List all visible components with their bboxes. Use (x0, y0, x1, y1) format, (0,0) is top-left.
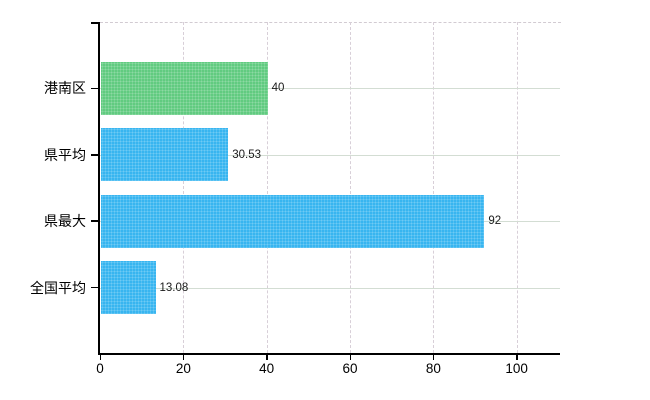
y-axis-tick (91, 154, 99, 156)
bar-全国平均 (101, 261, 156, 315)
y-axis-tick (91, 220, 99, 222)
x-gridline (433, 22, 435, 353)
y-axis-tick (91, 87, 99, 90)
category-gridline (100, 88, 560, 90)
x-tick-label: 20 (175, 361, 191, 376)
x-gridline (350, 22, 351, 353)
x-tick-label: 100 (505, 361, 528, 376)
x-axis-line (98, 353, 560, 355)
y-axis-category-label: 港南区 (44, 80, 86, 97)
x-tick-label: 0 (96, 361, 104, 376)
category-gridline (100, 287, 560, 289)
x-gridline (266, 22, 268, 353)
x-gridline (516, 22, 518, 353)
bar-value-label: 92 (488, 215, 502, 228)
x-axis-tick (516, 354, 518, 360)
bar-value-label: 30.53 (232, 148, 261, 161)
y-axis-category-label: 県最大 (44, 213, 86, 230)
x-axis-tick (266, 354, 268, 360)
x-tick-label: 80 (425, 361, 441, 376)
y-axis-top-tick (91, 22, 99, 24)
y-axis-line (98, 22, 100, 354)
x-tick-label: 60 (342, 361, 358, 376)
x-axis-tick (99, 354, 101, 360)
bar-value-label: 40 (271, 82, 285, 95)
y-axis-category-label: 全国平均 (30, 279, 86, 296)
bar-港南区 (101, 61, 268, 115)
plot-top-border (100, 22, 561, 23)
x-axis-tick (432, 354, 435, 360)
x-gridline (183, 22, 185, 353)
bar-県平均 (101, 128, 229, 182)
x-tick-label: 40 (259, 361, 275, 376)
x-axis-tick (349, 354, 351, 360)
bar-value-label: 13.08 (159, 281, 189, 294)
bar-県最大 (101, 194, 485, 248)
y-axis-category-label: 県平均 (44, 146, 86, 163)
y-axis-tick (91, 286, 99, 289)
x-axis-tick (182, 354, 185, 360)
category-gridline (100, 154, 560, 156)
